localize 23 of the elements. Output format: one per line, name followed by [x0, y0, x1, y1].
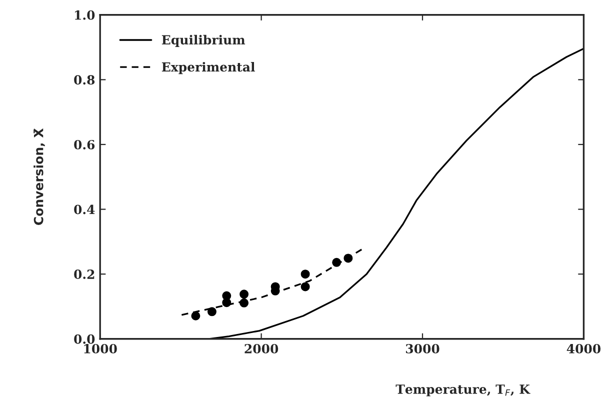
x-tick-label: 3000: [406, 344, 440, 354]
y-tick-label: 0.8: [74, 75, 95, 85]
y-tick-label: 0.0: [74, 334, 95, 344]
point: [240, 290, 249, 299]
point: [240, 298, 249, 308]
point: [207, 307, 216, 316]
point: [300, 282, 310, 292]
point: [222, 298, 232, 308]
point: [344, 254, 353, 263]
y-tick-label: 0.4: [74, 204, 95, 214]
x-tick-label: 4000: [566, 344, 601, 354]
point: [300, 270, 310, 279]
x-tick-label: 2000: [244, 344, 278, 354]
x-axis-title: Temperature, T$_{F}$, K: [396, 384, 530, 396]
point: [191, 311, 200, 320]
y-axis-title: Conversion, X̄: [34, 128, 45, 225]
x-tick-label: 1000: [84, 344, 117, 354]
y-tick-label: 0.6: [74, 140, 95, 150]
y-tick-label: 1.0: [75, 10, 95, 20]
point: [332, 258, 342, 267]
y-tick-label: 0.2: [74, 270, 94, 280]
legend-label: Equilibrium: [162, 34, 246, 47]
legend-label: Experimental: [162, 62, 255, 74]
